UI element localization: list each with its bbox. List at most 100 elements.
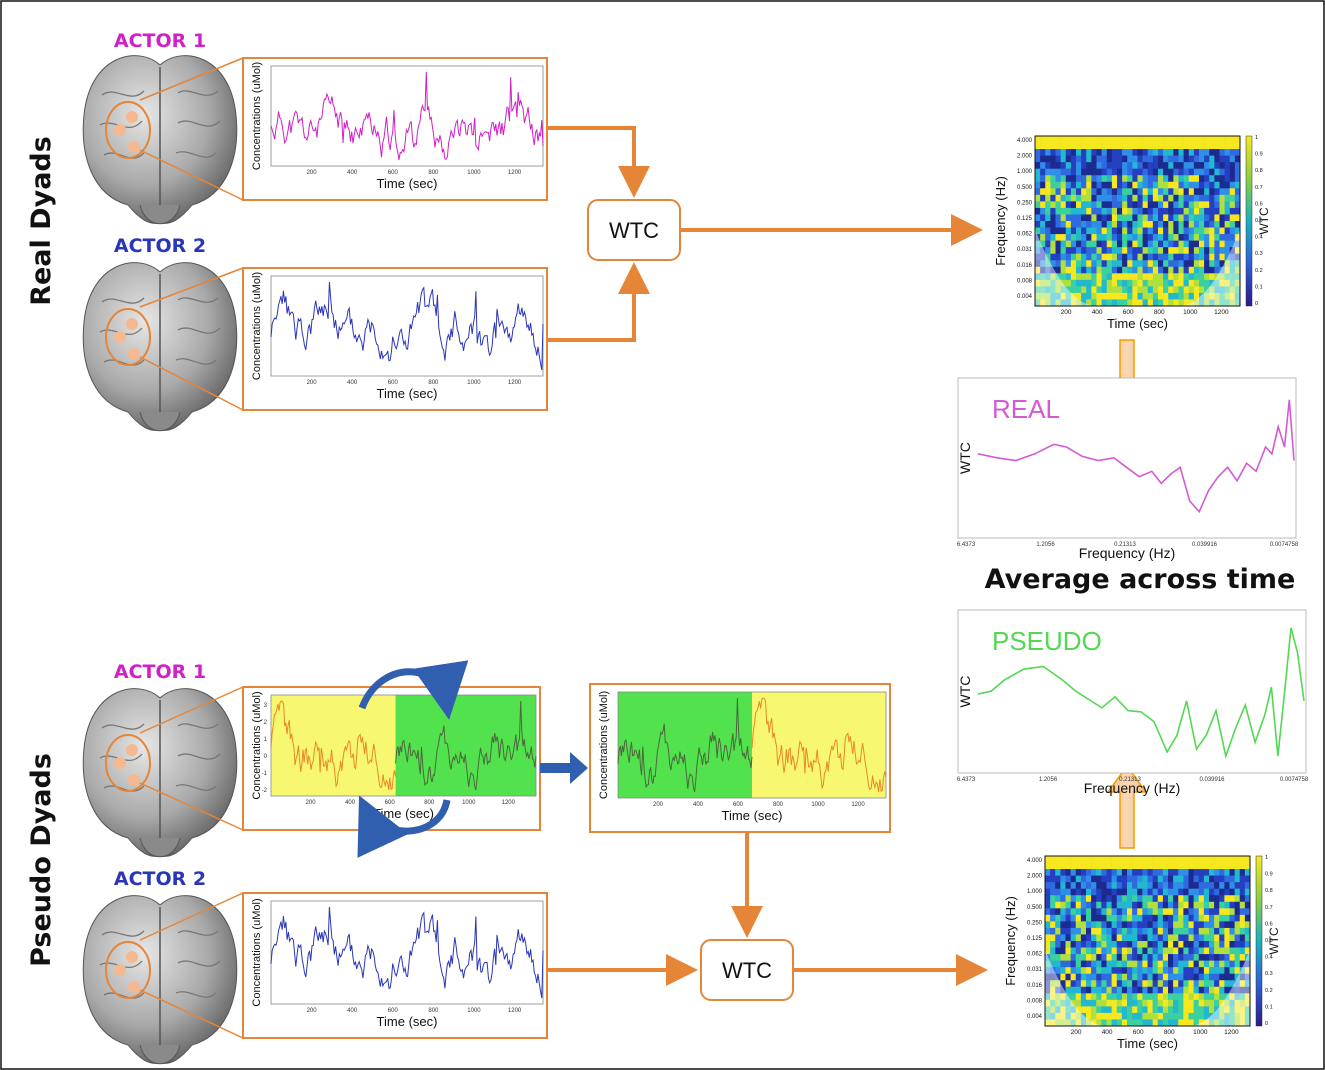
heatmap-cell (1173, 947, 1179, 955)
heatmap-cell (1188, 980, 1194, 988)
heatmap-cell (1198, 993, 1205, 1001)
heatmap-cell (1219, 149, 1225, 156)
heatmap-cell (1055, 155, 1061, 163)
heatmap-cell (1127, 253, 1133, 261)
signal-trace (751, 697, 887, 793)
heatmap-cell (1203, 967, 1210, 974)
heatmap-cell (1152, 188, 1159, 196)
heatmap-cell (1132, 142, 1138, 150)
heatmap-cell (1204, 136, 1210, 143)
heatmap-cell (1193, 895, 1200, 903)
heatmap-cell (1050, 960, 1056, 968)
heatmap-cell (1101, 908, 1107, 916)
heatmap-cell (1234, 136, 1241, 143)
heatmap-cell (1183, 927, 1189, 935)
heatmap-cell (1188, 286, 1195, 294)
heatmap-cell (1111, 142, 1118, 150)
heatmap-cell (1203, 934, 1210, 942)
heatmap-cell (1076, 292, 1082, 300)
heatmap-cell (1045, 292, 1051, 300)
heatmap-cell (1168, 234, 1174, 241)
heatmap-cell (1080, 862, 1087, 870)
heatmap-cell (1163, 240, 1169, 248)
heatmap-cell (1122, 227, 1128, 235)
heatmap-cell (1234, 214, 1241, 222)
heatmap-cell (1137, 168, 1143, 176)
heatmap-cell (1209, 941, 1215, 948)
heatmap-cell (1224, 856, 1230, 863)
heatmap-cell (1203, 973, 1210, 981)
heatmap-cell (1055, 253, 1061, 261)
heatmap-cell (1081, 162, 1087, 169)
heatmap-cell (1137, 1006, 1143, 1014)
heatmap-cell (1163, 155, 1169, 163)
heatmap-cell (1096, 934, 1102, 942)
heatmap-cell (1065, 960, 1071, 968)
heatmap-cell (1168, 1006, 1174, 1014)
heatmap-cell (1214, 947, 1220, 955)
heatmap-cell (1198, 947, 1205, 955)
heatmap-cell (1178, 201, 1184, 209)
heatmap-cell (1111, 207, 1118, 215)
heatmap-cell (1076, 260, 1082, 268)
heatmap-cell (1101, 142, 1108, 150)
heatmap-cell (1086, 960, 1092, 968)
heatmap-cell (1060, 292, 1067, 300)
heatmap-cell (1121, 954, 1128, 961)
heatmap-cell (1142, 973, 1148, 981)
heatmap-cell (1199, 292, 1205, 300)
heatmap-cell (1203, 875, 1210, 883)
heatmap-cell (1178, 967, 1184, 974)
heatmap-cell (1065, 273, 1072, 281)
colorbar-tick-label: 0.5 (1265, 938, 1273, 944)
heatmap-cell (1137, 266, 1143, 274)
heatmap-cell (1204, 207, 1210, 215)
heatmap-cell (1157, 882, 1164, 889)
heatmap-cell (1203, 888, 1210, 896)
heatmap-cell (1183, 201, 1190, 209)
heatmap-cell (1147, 201, 1154, 209)
heatmap-cell (1188, 168, 1195, 176)
heatmap-cell (1203, 941, 1210, 948)
heatmap-cell (1065, 934, 1071, 942)
heatmap-cell (1188, 1012, 1194, 1020)
heatmap-cell (1065, 856, 1071, 863)
heatmap-cell (1050, 155, 1056, 163)
heatmap-cell (1121, 888, 1128, 896)
freq-tick-label: 0.016 (1027, 983, 1043, 989)
heatmap-cell (1188, 882, 1194, 889)
heatmap-cell (1204, 175, 1210, 183)
heatmap-cell (1199, 181, 1205, 189)
heatmap-cell (1193, 947, 1200, 955)
heatmap-cell (1147, 260, 1154, 268)
heatmap-cell (1158, 234, 1164, 241)
heatmap-cell (1173, 240, 1179, 248)
heatmap-cell (1193, 941, 1200, 948)
heatmap-cell (1101, 247, 1108, 254)
heatmap-cell (1163, 194, 1169, 202)
time-tick-label: 200 (1071, 1029, 1082, 1036)
heatmap-cell (1117, 136, 1123, 143)
heatmap-cell (1065, 941, 1071, 948)
heatmap-cell (1229, 188, 1236, 196)
heatmap-cell (1193, 888, 1200, 896)
heatmap-cell (1214, 869, 1220, 876)
heatmap-cell (1204, 168, 1210, 176)
heatmap-cell (1091, 175, 1097, 183)
heatmap-cell (1152, 869, 1159, 876)
heatmap-cell (1106, 194, 1113, 202)
heatmap-cell (1127, 869, 1133, 876)
heatmap-cell (1070, 181, 1077, 189)
heatmap-cell (1040, 175, 1046, 183)
y-axis-label: Concentrations (uMol) (251, 898, 263, 1006)
heatmap-cell (1229, 941, 1235, 948)
heatmap-cell (1060, 136, 1067, 143)
x-axis-label: Time (sec) (377, 386, 438, 401)
heatmap-cell (1147, 856, 1153, 863)
colorbar-tick-label: 0.9 (1255, 152, 1263, 158)
heatmap-cell (1106, 954, 1112, 961)
heatmap-cell (1111, 188, 1118, 196)
heatmap-cell (1060, 279, 1067, 287)
heatmap-cell (1183, 1019, 1189, 1027)
heatmap-cell (1152, 914, 1159, 922)
